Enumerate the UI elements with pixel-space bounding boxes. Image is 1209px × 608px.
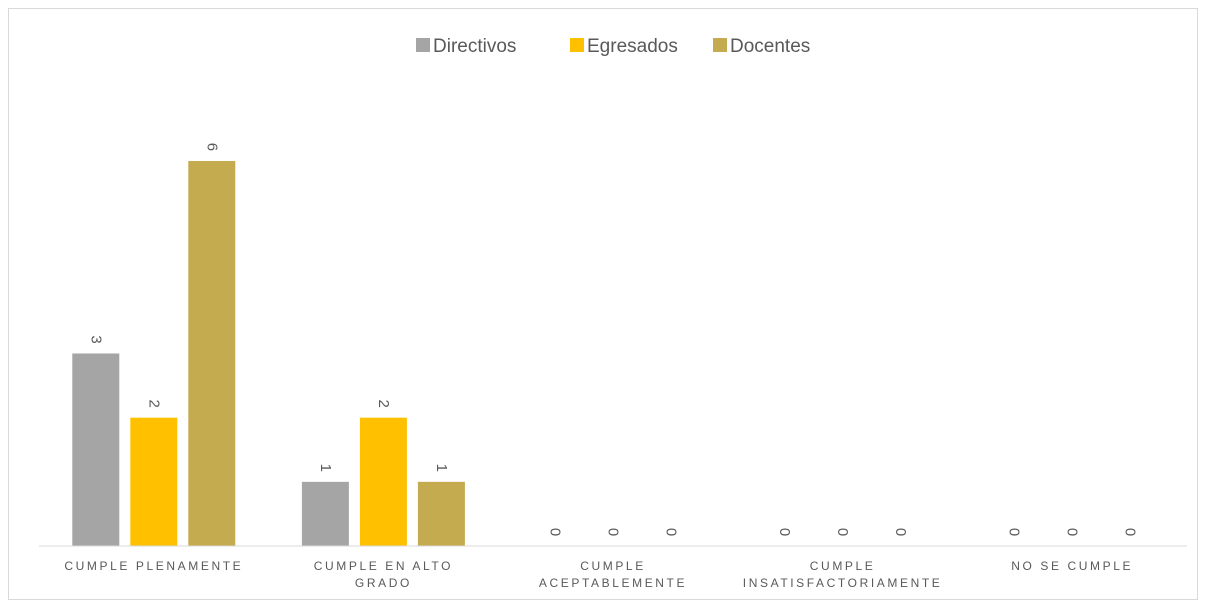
bar-directivos-1 [72,353,120,546]
data-label-directivos-4: 0 [776,528,793,536]
data-label-directivos-2: 1 [317,464,334,472]
data-label-docentes-1: 6 [203,143,220,151]
data-label-directivos-1: 3 [87,335,104,343]
category-label-3-line-1: CUMPLE [580,559,646,573]
category-label-2-line-1: CUMPLE EN ALTO [314,559,453,573]
data-label-egresados-4: 0 [834,528,851,536]
bar-docentes-1 [188,160,236,547]
category-label-4-line-1: CUMPLE [810,559,876,573]
category-label-4-line-2: INSATISFACTORIAMENTE [743,576,943,590]
legend-swatch-docentes [713,38,727,52]
chart-frame: Directivos Egresados Docentes 3 2 6 1 2 1 0 0 0 0 0 0… [8,8,1198,600]
legend-swatch-egresados [570,38,584,52]
data-label-docentes-4: 0 [892,528,909,536]
data-label-directivos-3: 0 [547,528,564,536]
data-label-docentes-5: 0 [1122,528,1139,536]
category-label-5-line-1: NO SE CUMPLE [1011,559,1133,573]
legend-swatch-directivos [416,38,430,52]
bar-egresados-2 [359,417,407,546]
category-labels: CUMPLE PLENAMENTE CUMPLE EN ALTO GRADO CUMP… [64,559,1133,590]
data-label-egresados-5: 0 [1064,528,1081,536]
data-label-egresados-3: 0 [605,528,622,536]
legend: Directivos Egresados Docentes [416,36,810,57]
data-label-egresados-2: 2 [375,399,392,407]
bar-chart: Directivos Egresados Docentes 3 2 6 1 2 1 0 0 0 0 0 0… [39,36,1187,590]
data-label-docentes-3: 0 [663,528,680,536]
category-label-1-line-1: CUMPLE PLENAMENTE [64,559,243,573]
data-labels: 3 2 6 1 2 1 0 0 0 0 0 0 0 0 0 [87,143,1138,536]
legend-label-directivos: Directivos [433,36,516,57]
category-label-2-line-2: GRADO [355,576,412,590]
legend-label-egresados: Egresados [587,36,678,57]
data-label-docentes-2: 1 [433,464,450,472]
bar-docentes-2 [417,481,465,546]
category-label-3-line-2: ACEPTABLEMENTE [539,576,687,590]
bar-directivos-2 [301,481,349,546]
data-label-egresados-1: 2 [145,399,162,407]
bars [72,160,465,547]
data-label-directivos-5: 0 [1006,528,1023,536]
bar-egresados-1 [130,417,178,546]
legend-label-docentes: Docentes [730,36,810,57]
